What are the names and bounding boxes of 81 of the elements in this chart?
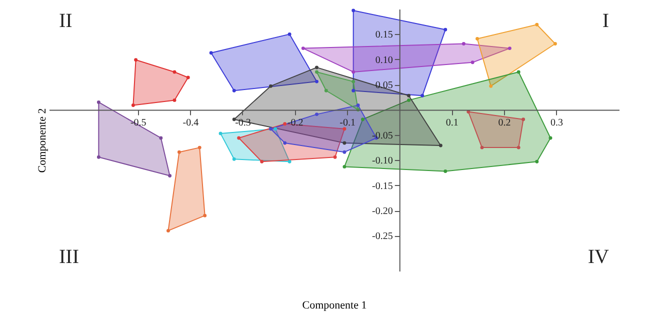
point — [444, 28, 448, 32]
point — [342, 127, 346, 131]
y-tick-label: -0.15 — [372, 180, 393, 192]
point — [134, 58, 138, 62]
point — [361, 118, 364, 122]
point — [535, 160, 539, 164]
x-tick-label: 0.1 — [446, 117, 458, 128]
point — [352, 8, 356, 12]
point — [342, 164, 346, 168]
y-tick-label: -0.25 — [372, 231, 393, 242]
point — [333, 155, 337, 159]
point — [352, 88, 356, 92]
point — [315, 112, 318, 116]
point — [232, 118, 236, 122]
x-tick-label: -0.1 — [340, 117, 356, 128]
point — [476, 37, 480, 40]
point — [96, 100, 100, 104]
x-tick-label: 0.3 — [550, 117, 563, 128]
point — [186, 76, 190, 80]
point — [420, 94, 424, 98]
point — [315, 66, 318, 70]
annotation: IV — [588, 246, 610, 268]
point — [203, 214, 207, 218]
y-axis-title: Componente 2 — [36, 108, 48, 173]
point — [177, 150, 181, 154]
point — [548, 136, 552, 140]
point — [480, 146, 484, 150]
annotation: II — [59, 10, 72, 32]
point — [352, 70, 356, 74]
point — [315, 80, 318, 84]
point — [516, 70, 520, 74]
point — [274, 127, 278, 131]
point — [407, 94, 411, 98]
point — [268, 127, 272, 131]
y-tick-label: -0.20 — [372, 206, 393, 218]
y-tick-label: 0.10 — [375, 54, 393, 66]
annotation: I — [602, 10, 609, 32]
point — [470, 60, 474, 64]
annotation: III — [59, 246, 79, 268]
x-axis-title: Componente 1 — [302, 300, 367, 312]
point — [168, 174, 172, 178]
point — [131, 104, 135, 107]
point — [218, 132, 222, 136]
point — [159, 136, 163, 140]
point — [283, 141, 287, 145]
point — [301, 46, 305, 50]
y-tick-label: -0.10 — [372, 156, 393, 167]
point — [522, 118, 526, 122]
x-tick-label: -0.2 — [287, 117, 304, 128]
point — [516, 146, 520, 150]
point — [352, 80, 356, 84]
point — [535, 22, 539, 26]
point — [462, 42, 466, 46]
point — [260, 160, 264, 164]
point — [288, 32, 292, 36]
point — [198, 146, 202, 150]
point — [342, 141, 346, 145]
point — [356, 104, 360, 107]
x-tick-label: -0.4 — [182, 117, 199, 128]
x-tick-label: 0.2 — [498, 117, 511, 128]
point — [268, 84, 272, 88]
point — [324, 88, 328, 92]
point — [438, 144, 442, 148]
point — [553, 42, 557, 46]
point — [342, 150, 346, 154]
point — [407, 98, 411, 102]
y-tick-label: 0.15 — [375, 30, 393, 41]
point — [172, 70, 176, 74]
point — [489, 84, 493, 88]
point — [232, 88, 236, 92]
point — [232, 157, 236, 161]
point — [283, 122, 287, 126]
point — [288, 160, 292, 164]
point — [508, 46, 512, 50]
point — [172, 98, 176, 102]
point — [209, 51, 213, 55]
point — [315, 70, 318, 74]
point — [96, 155, 100, 159]
point — [444, 170, 448, 173]
point — [166, 228, 170, 232]
point — [237, 136, 241, 140]
